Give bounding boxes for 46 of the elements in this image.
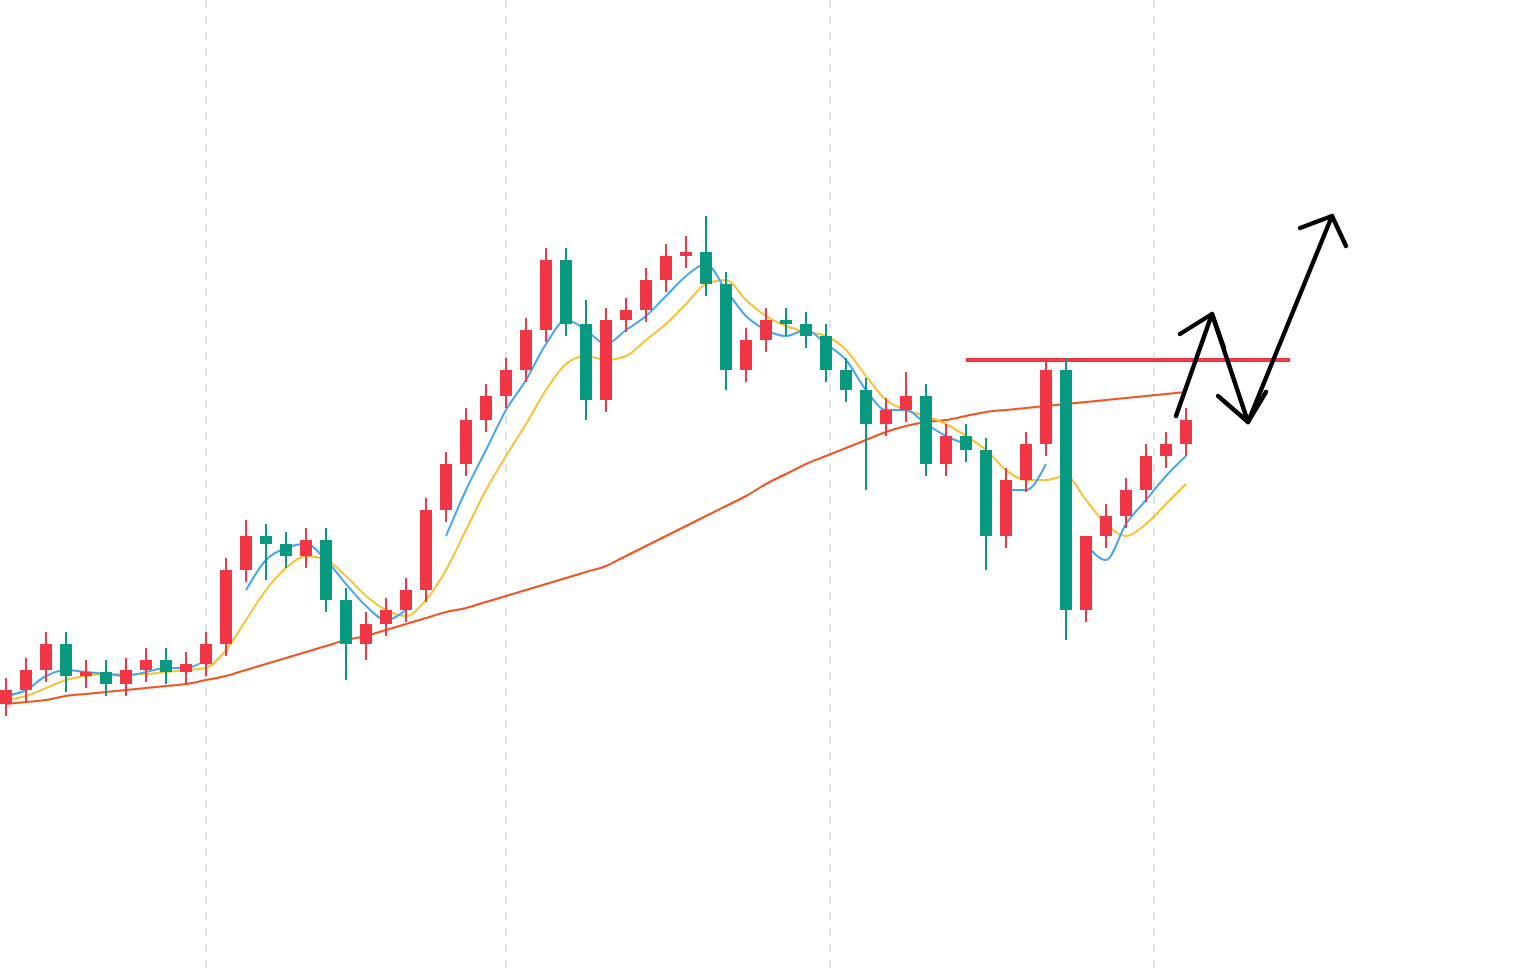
candlestick bbox=[80, 659, 92, 689]
candlestick bbox=[1100, 503, 1112, 549]
candlestick bbox=[120, 657, 132, 697]
candlestick bbox=[620, 297, 632, 333]
candlestick bbox=[460, 407, 472, 477]
candlestick bbox=[280, 531, 292, 569]
candlestick bbox=[60, 631, 72, 693]
candlestick bbox=[740, 327, 752, 383]
candlestick bbox=[700, 215, 712, 297]
candlestick bbox=[300, 527, 312, 569]
candlestick bbox=[940, 423, 952, 477]
candlestick bbox=[760, 307, 772, 353]
candlestick bbox=[0, 677, 12, 717]
candlestick bbox=[680, 235, 692, 269]
candlestick bbox=[380, 597, 392, 637]
candlestick bbox=[820, 323, 832, 383]
candlestick bbox=[200, 631, 212, 677]
candlestick bbox=[340, 587, 352, 681]
candlestick bbox=[1120, 477, 1132, 529]
candlestick bbox=[160, 647, 172, 685]
candlestick bbox=[20, 657, 32, 703]
candlestick bbox=[1160, 431, 1172, 469]
candlestick bbox=[400, 577, 412, 623]
candlestick bbox=[100, 659, 112, 697]
candlestick bbox=[660, 243, 672, 293]
candlestick bbox=[1180, 407, 1192, 457]
candlestick bbox=[880, 397, 892, 437]
candlestick bbox=[180, 651, 192, 685]
candlestick bbox=[440, 451, 452, 523]
candlestick bbox=[500, 357, 512, 409]
candlestick bbox=[360, 611, 372, 661]
candlestick bbox=[40, 631, 52, 683]
candlestick bbox=[1020, 431, 1032, 493]
candlestick bbox=[480, 383, 492, 433]
candlestick bbox=[1140, 443, 1152, 503]
candlestick bbox=[640, 267, 652, 323]
candlestick bbox=[520, 317, 532, 383]
candlestick bbox=[900, 371, 912, 423]
candlestick bbox=[840, 357, 852, 403]
candlestick bbox=[260, 523, 272, 581]
candlestick bbox=[240, 519, 252, 583]
candlestick bbox=[780, 307, 792, 337]
candlestick bbox=[860, 377, 872, 491]
candlestick bbox=[800, 311, 812, 349]
candlestick bbox=[140, 647, 152, 683]
candlestick bbox=[960, 423, 972, 463]
